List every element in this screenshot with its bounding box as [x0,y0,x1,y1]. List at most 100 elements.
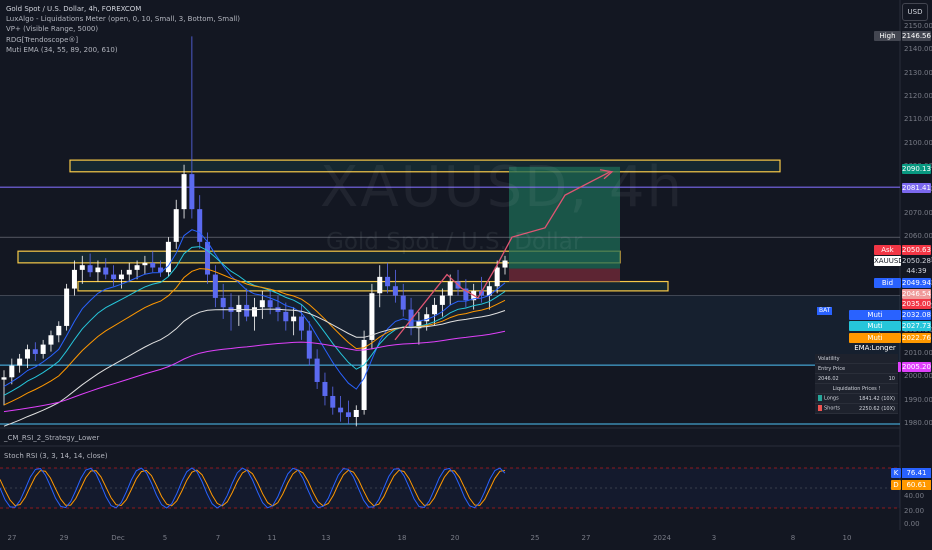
y-tick-label: 2000.00 [904,372,932,381]
liq-entry-values: 2046.02 10 [815,374,898,384]
candle-body-55 [432,304,438,315]
indicator-rdg[interactable]: RDG[Trendoscope®] [6,35,79,44]
candle-body-59 [463,288,469,301]
x-tick-label: 5 [162,534,168,542]
candle-body-34 [267,300,273,308]
stoch-rsi-label[interactable]: Stoch RSI (3, 3, 14, 14, close) [4,452,108,460]
ema-line-3 [3,308,506,427]
candle-body-42 [330,395,336,408]
liq-title-row: Liquidation Prices ! [815,384,898,394]
candle-body-19 [150,262,156,268]
x-tick-label: 8 [790,534,796,542]
ema-line-1 [3,246,506,396]
indicator-ema[interactable]: Muti EMA (34, 55, 89, 200, 610) [6,45,118,54]
liquidations-table: Volatility Entry Price 2046.02 10 Liquid… [815,354,898,414]
candle-body-13 [103,267,109,275]
stoch-k-letter: K [891,468,901,478]
candle-body-25 [197,209,203,242]
stoch-d-value: 60.61 [906,481,927,489]
volatility-label: Volatility [818,355,840,362]
y-tick-label: 2110.00 [904,115,932,124]
price-tag-label: Muti EMA:Short [849,321,901,340]
candle-body-32 [251,307,258,317]
y-tick-label: 2100.00 [904,138,932,147]
candle-body-28 [220,297,226,308]
price-tag: 2050.63 [902,245,931,255]
candle-body-43 [338,407,344,413]
projection-path [394,171,611,341]
rsi-strategy-label[interactable]: _CM_RSI_2_Strategy_Lower [4,434,100,442]
candle-body-48 [377,276,383,294]
price-tag: 2050.28 [902,256,931,266]
x-tick-label: 7 [215,534,221,542]
stoch-d-line [0,469,506,507]
candle-body-3 [24,349,30,359]
y-tick-label: 2060.00 [904,232,932,241]
candle-body-12 [95,267,101,273]
liq-longs-row: Longs 1841.42 (10X) [815,394,898,404]
candle-body-2 [17,358,23,366]
y-tick-label: 1980.00 [904,419,932,427]
candle-body-4 [32,349,38,354]
candle-body-1 [9,365,15,378]
price-tag: 2022.76 [902,333,931,343]
ema-line-0 [3,229,506,390]
price-tag-label: Muti EMA:Shortest [849,310,901,329]
price-tag-label: Muti EMA:Longer [849,333,901,352]
stoch-k-line [0,467,506,509]
candle-body-5 [40,344,46,354]
candle-body-62 [486,286,492,296]
watermark-name: Gold Spot / U.S. Dollar [326,229,583,255]
candle-body-18 [142,262,148,266]
candle-body-51 [400,295,406,310]
zone-supply [69,159,781,173]
stoch-d-letter: D [891,480,901,490]
candle-body-21 [165,241,171,273]
candle-body-36 [283,311,289,322]
candle-body-44 [345,412,351,417]
x-tick-label: 2024 [653,534,671,542]
indicator-liquidations[interactable]: LuxAlgo - Liquidations Meter (open, 0, 1… [6,15,240,24]
candle-body-27 [212,274,218,298]
price-tag: 2005.20 [902,362,931,372]
stoch-d-tag: 60.61 [902,480,931,490]
ema-line-2 [3,268,506,406]
y-tick-label: 2070.00 [904,208,932,217]
candle-body-61 [479,290,485,296]
candle-body-16 [126,269,132,275]
candle-body-33 [259,300,265,308]
candle-body-50 [392,286,398,296]
candle-body-46 [361,339,367,410]
candle-body-20 [158,267,164,273]
y-tick-label: 2010.00 [904,348,932,357]
candle-body-54 [424,314,430,322]
candle-body-14 [111,274,117,280]
x-tick-label: 27 [581,534,591,542]
candle-body-64 [502,260,508,268]
liq-meter-header: BAT [817,307,833,315]
candle-body-56 [439,295,445,305]
chart-legend: Gold Spot / U.S. Dollar, 4h, FOREXCOM Lu… [6,4,240,55]
candle-body-9 [71,269,77,289]
candle-body-39 [306,330,312,359]
indicator-vp[interactable]: VP+ (Visible Range, 5000) [6,25,99,34]
price-tag: 2027.73 [902,321,931,331]
candle-body-10 [79,265,85,270]
candle-body-41 [322,381,328,396]
stoch-tick-40: 40.00 [904,492,925,500]
price-tag: 2046.54 [902,289,931,299]
price-tag: 2081.41 [902,183,931,193]
x-tick-label: 11 [267,534,277,542]
currency-button[interactable]: USD [902,3,928,21]
candle-body-24 [189,174,195,210]
candle-body-57 [447,281,453,296]
price-tag: 2090.13 [902,164,931,174]
y-tick-label: 2130.00 [904,68,932,77]
price-tag-label: High [874,31,901,41]
candle-body-6 [48,335,54,345]
stoch-k-value: 76.41 [906,469,927,477]
x-tick-label: 10 [842,534,852,542]
x-tick-label: 29 [59,534,69,542]
price-tag: 2032.08 [902,310,931,320]
